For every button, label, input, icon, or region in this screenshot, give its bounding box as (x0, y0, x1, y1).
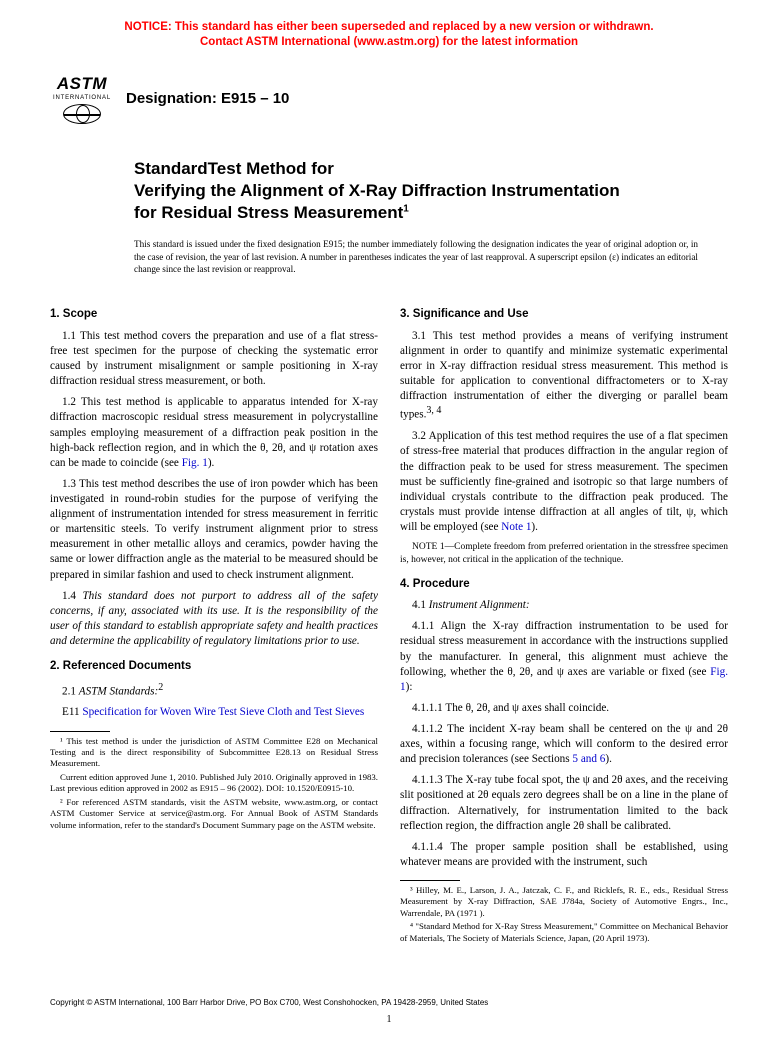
para-4-1-1-4: 4.1.1.4 The proper sample position shall… (400, 840, 728, 870)
logo-subtitle: INTERNATIONAL (53, 95, 111, 101)
footnote-rule-right (400, 880, 460, 881)
para-1-4: 1.4 This standard does not purport to ad… (50, 589, 378, 649)
para-4-1-1: 4.1.1 Align the X-ray diffraction instru… (400, 619, 728, 695)
two-column-body: 1. Scope 1.1 This test method covers the… (50, 297, 728, 946)
footnote-3: ³ Hilley, M. E., Larson, J. A., Jatczak,… (400, 885, 728, 919)
section-head-refs: 2. Referenced Documents (50, 659, 378, 675)
issuance-note: This standard is issued under the fixed … (134, 238, 698, 275)
footnote-2: ² For referenced ASTM standards, visit t… (50, 797, 378, 831)
title-line1: StandardTest Method for (134, 159, 334, 178)
title-superscript: 1 (403, 203, 409, 214)
logo-text: ASTM (57, 74, 107, 94)
page-container: NOTICE: This standard has either been su… (0, 0, 778, 1041)
para-1-1: 1.1 This test method covers the preparat… (50, 329, 378, 389)
para-1-3: 1.3 This test method describes the use o… (50, 477, 378, 583)
notice-banner: NOTICE: This standard has either been su… (50, 20, 728, 50)
document-title: StandardTest Method for Verifying the Al… (134, 158, 728, 224)
section-head-scope: 1. Scope (50, 307, 378, 323)
footnote-rule-left (50, 731, 110, 732)
page-number: 1 (0, 1014, 778, 1025)
fig1-link[interactable]: Fig. 1 (182, 457, 208, 469)
title-line2: Verifying the Alignment of X-Ray Diffrac… (134, 181, 620, 200)
right-column: 3. Significance and Use 3.1 This test me… (400, 297, 728, 946)
para-4-1: 4.1 Instrument Alignment: (400, 598, 728, 613)
note-1: NOTE 1—Complete freedom from preferred o… (400, 541, 728, 567)
para-3-2: 3.2 Application of this test method requ… (400, 429, 728, 535)
note1-link[interactable]: Note 1 (501, 521, 531, 533)
para-2-1: 2.1 ASTM Standards:2 (50, 681, 378, 700)
astm-logo: ASTM INTERNATIONAL (50, 68, 114, 130)
footnote-1b: Current edition approved June 1, 2010. P… (50, 772, 378, 795)
copyright-line: Copyright © ASTM International, 100 Barr… (50, 998, 488, 1007)
footnote-4: ⁴ "Standard Method for X-Ray Stress Meas… (400, 921, 728, 944)
section-head-procedure: 4. Procedure (400, 577, 728, 593)
notice-line1: NOTICE: This standard has either been su… (124, 21, 653, 33)
notice-line2: Contact ASTM International (www.astm.org… (200, 36, 578, 48)
para-1-2: 1.2 This test method is applicable to ap… (50, 395, 378, 471)
title-block: StandardTest Method for Verifying the Al… (134, 158, 728, 224)
para-3-1: 3.1 This test method provides a means of… (400, 329, 728, 423)
footnote-1a: ¹ This test method is under the jurisdic… (50, 736, 378, 770)
ref-link-e11[interactable]: Specification for Woven Wire Test Sieve … (82, 706, 364, 718)
para-4-1-1-1: 4.1.1.1 The θ, 2θ, and ψ axes shall coin… (400, 701, 728, 716)
title-line3: for Residual Stress Measurement (134, 203, 403, 222)
designation: Designation: E915 – 10 (126, 90, 289, 107)
header-row: ASTM INTERNATIONAL Designation: E915 – 1… (50, 68, 728, 130)
sections-5-6-link[interactable]: 5 and 6 (572, 753, 605, 765)
ref-item-e11: E11 Specification for Woven Wire Test Si… (50, 705, 378, 720)
left-column: 1. Scope 1.1 This test method covers the… (50, 297, 378, 946)
globe-icon (63, 104, 101, 124)
para-4-1-1-3: 4.1.1.3 The X-ray tube focal spot, the ψ… (400, 773, 728, 833)
para-4-1-1-2: 4.1.1.2 The incident X-ray beam shall be… (400, 722, 728, 767)
section-head-significance: 3. Significance and Use (400, 307, 728, 323)
